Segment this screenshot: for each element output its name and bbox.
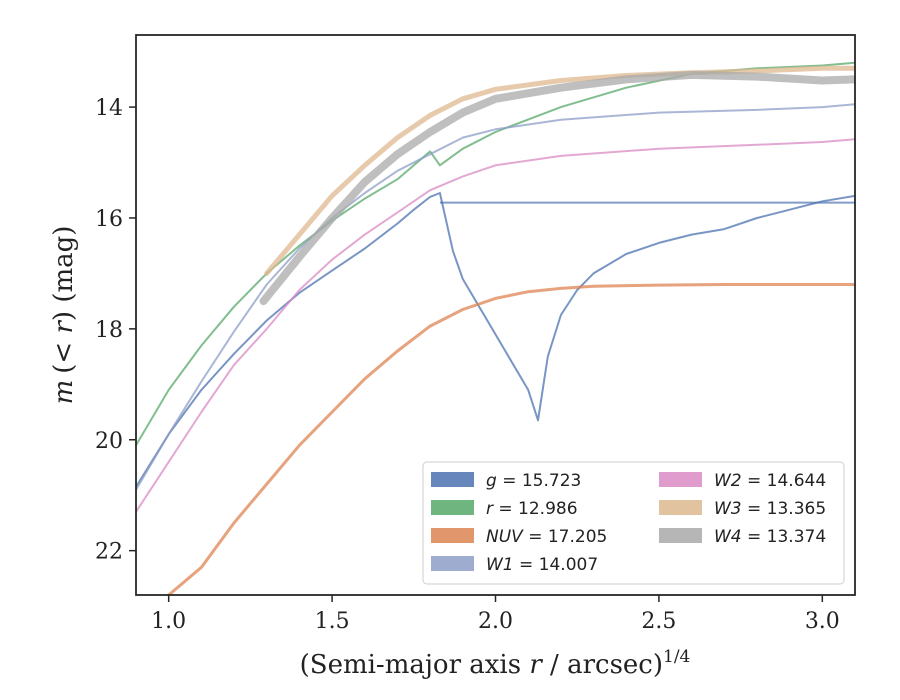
y-tick-label: 22	[95, 540, 123, 565]
series-line-nuv	[166, 283, 855, 595]
x-tick-label: 1.0	[151, 609, 186, 634]
series-line-w3	[264, 65, 855, 276]
legend-label-w1: W1 = 14.007	[486, 555, 598, 575]
legend-label-w3: W3 = 13.365	[714, 499, 826, 519]
y-axis-label: m(< r) (mag)	[49, 226, 79, 405]
legend-entries: g = 15.723 r = 12.986 NUV = 17.205 W1 = 14.…	[431, 471, 826, 575]
legend-label-r: r = 12.986	[486, 499, 578, 519]
series-line-w1	[136, 103, 855, 491]
y-axis: 14 16 18 20 22	[95, 96, 136, 565]
legend-swatch-w4	[659, 528, 702, 543]
y-tick-label: 18	[95, 318, 123, 343]
series-line-w4	[259, 70, 855, 306]
y-tick-label: 20	[95, 429, 123, 454]
legend-label-w2: W2 = 14.644	[714, 471, 826, 491]
legend-swatch-r	[431, 500, 474, 515]
legend: g = 15.723 r = 12.986 NUV = 17.205 W1 = 14.…	[422, 461, 845, 585]
legend-swatch-w1	[431, 556, 474, 571]
series-layer	[136, 61, 855, 595]
x-axis-label: (Semi-major axis r / arcsec)1/4	[300, 647, 691, 680]
legend-swatch-w2	[659, 472, 702, 487]
x-axis: 1.0 1.5 2.0 2.5 3.0	[151, 595, 840, 634]
y-tick-label: 14	[95, 96, 123, 121]
legend-swatch-w3	[659, 500, 702, 515]
series-line-w2	[136, 138, 855, 513]
y-tick-label: 16	[95, 207, 123, 232]
x-tick-label: 2.0	[478, 609, 513, 634]
legend-swatch-nuv	[431, 528, 474, 543]
legend-label-g: g = 15.723	[486, 471, 581, 491]
x-tick-label: 3.0	[805, 609, 840, 634]
x-tick-label: 2.5	[641, 609, 676, 634]
legend-swatch-g	[431, 472, 474, 487]
legend-label-w4: W4 = 13.374	[714, 527, 826, 547]
x-tick-label: 1.5	[315, 609, 350, 634]
legend-label-nuv: NUV = 17.205	[486, 527, 607, 547]
legend-box	[422, 461, 845, 585]
